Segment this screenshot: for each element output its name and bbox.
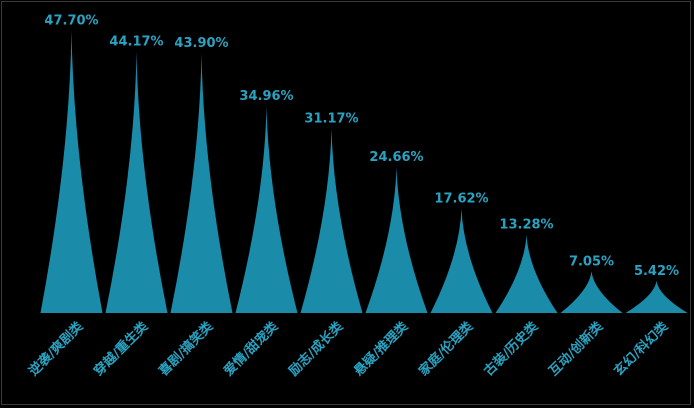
bar-4 [235,106,298,313]
value-label-6: 24.66% [369,150,423,165]
value-labels-group: 47.70% 44.17% 43.90% 34.96% 31.17% 24.66% 17.6… [44,14,679,279]
bar-6 [365,167,428,313]
category-label-4: 爱情/甜宠类 [221,318,282,379]
value-label-7: 17.62% [434,192,488,207]
bar-3 [170,53,233,313]
bar-2 [105,51,168,313]
category-label-6: 悬疑/推理类 [351,318,412,379]
category-label-3: 喜剧/搞笑类 [156,318,217,379]
value-label-2: 44.17% [109,35,163,50]
category-label-2: 穿越/重生类 [91,318,152,379]
bar-10 [625,280,688,313]
category-label-7: 家庭/伦理类 [416,318,477,379]
category-label-9: 互动/创新类 [546,318,607,379]
category-label-10: 玄幻/科幻类 [611,318,672,379]
value-label-10: 5.42% [634,264,679,279]
value-label-8: 13.28% [499,217,553,232]
bar-9 [560,271,623,313]
category-labels-group: 逆袭/爽剧类 穿越/重生类 喜剧/搞笑类 爱情/甜宠类 励志/成长类 悬疑/推理类 家庭/伦… [26,318,672,379]
bar-8 [495,234,558,313]
value-label-1: 47.70% [44,14,98,29]
value-label-9: 7.05% [569,254,614,269]
bar-5 [300,128,363,313]
bar-1 [40,30,103,314]
bars-group [40,30,688,314]
category-label-5: 励志/成长类 [286,318,347,379]
bar-7 [430,208,493,313]
value-label-4: 34.96% [239,89,293,104]
value-label-3: 43.90% [174,36,228,51]
category-label-8: 古装/历史类 [481,318,542,379]
value-label-5: 31.17% [304,111,358,126]
category-label-1: 逆袭/爽剧类 [26,318,87,379]
